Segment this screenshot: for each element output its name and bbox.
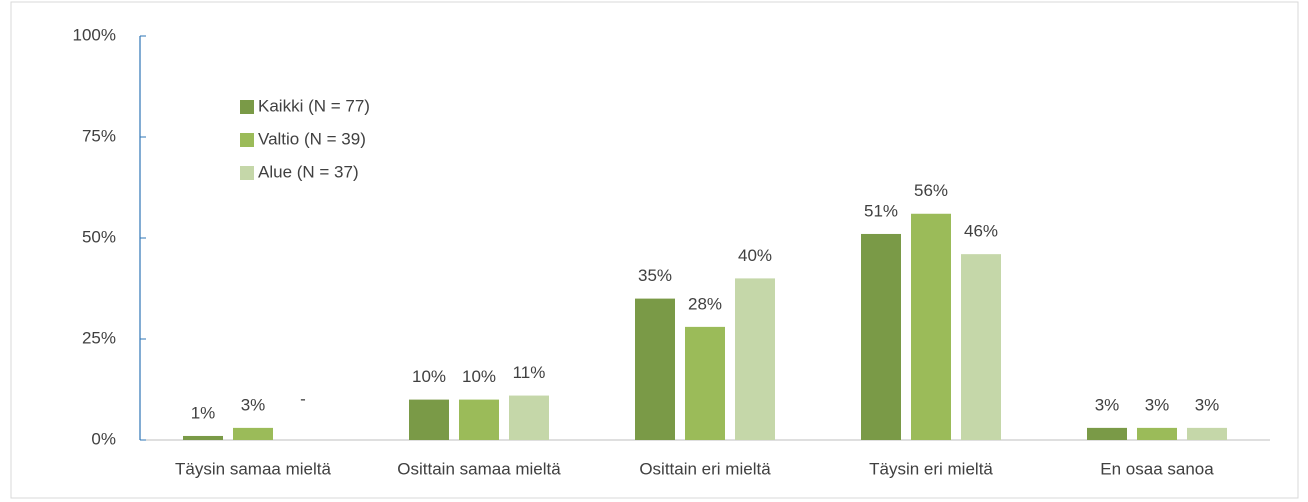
legend-label: Kaikki (N = 77) xyxy=(258,96,370,115)
bar xyxy=(1137,427,1177,440)
legend-swatch xyxy=(240,166,254,180)
bar xyxy=(911,213,951,440)
x-tick-label: Osittain eri mieltä xyxy=(639,459,771,478)
chart-frame xyxy=(10,1,1299,499)
legend-label: Alue (N = 37) xyxy=(258,162,359,181)
y-tick-label: 100% xyxy=(73,25,116,44)
bar xyxy=(635,298,675,440)
data-label: - xyxy=(300,389,306,408)
x-tick-label: Täysin eri mieltä xyxy=(869,459,993,478)
data-label: 35% xyxy=(638,266,672,285)
y-tick-label: 0% xyxy=(91,429,116,448)
bar xyxy=(1187,427,1227,440)
data-label: 46% xyxy=(964,222,998,241)
bar xyxy=(961,254,1001,440)
bar xyxy=(1087,427,1127,440)
bar xyxy=(183,435,223,440)
data-label: 56% xyxy=(914,181,948,200)
legend-swatch xyxy=(240,100,254,114)
data-label: 3% xyxy=(241,395,266,414)
data-label: 11% xyxy=(513,363,546,382)
data-label: 3% xyxy=(1195,395,1220,414)
y-tick-label: 50% xyxy=(82,227,116,246)
x-tick-label: Osittain samaa mieltä xyxy=(397,459,561,478)
data-label: 1% xyxy=(191,403,216,422)
legend-swatch xyxy=(240,133,254,147)
data-label: 3% xyxy=(1145,395,1170,414)
bar xyxy=(233,427,273,440)
bar xyxy=(409,399,449,440)
bar xyxy=(685,326,725,440)
y-tick-label: 25% xyxy=(82,328,116,347)
data-label: 10% xyxy=(462,367,496,386)
data-label: 28% xyxy=(688,294,722,313)
x-tick-label: Täysin samaa mieltä xyxy=(175,459,331,478)
data-label: 3% xyxy=(1095,395,1120,414)
legend-label: Valtio (N = 39) xyxy=(258,129,366,148)
bar xyxy=(459,399,499,440)
data-label: 51% xyxy=(864,201,898,220)
bar xyxy=(509,395,549,440)
data-label: 40% xyxy=(738,246,772,265)
bar xyxy=(735,278,775,440)
y-tick-label: 75% xyxy=(82,126,116,145)
data-label: 10% xyxy=(412,367,446,386)
x-tick-label: En osaa sanoa xyxy=(1100,459,1214,478)
bar xyxy=(861,233,901,440)
